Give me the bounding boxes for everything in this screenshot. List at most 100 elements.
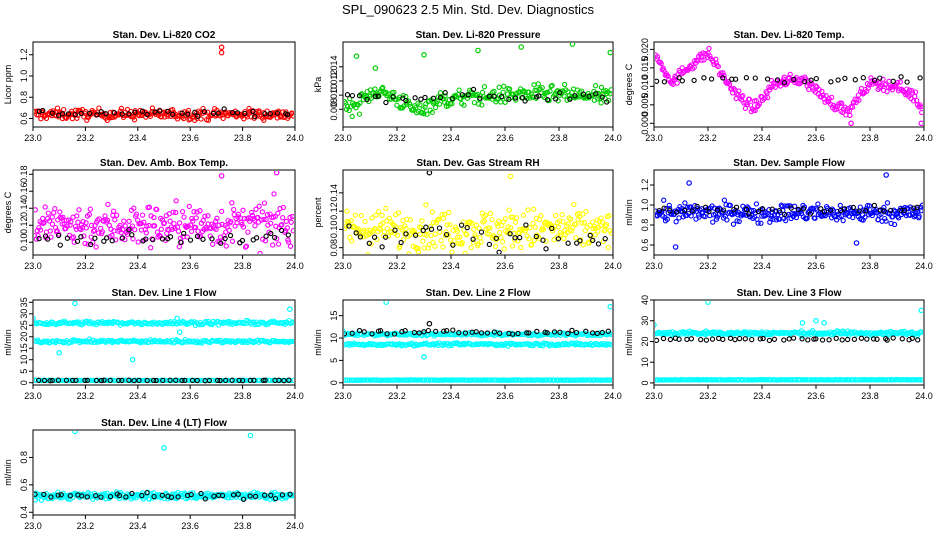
data-point	[534, 328, 540, 335]
data-point	[844, 336, 851, 343]
data-point	[411, 228, 417, 234]
data-point	[759, 206, 766, 212]
data-point	[501, 83, 507, 89]
data-point	[168, 494, 175, 500]
data-point	[380, 84, 386, 91]
data-point	[560, 219, 566, 225]
y-axis-label: ml/min	[3, 329, 13, 356]
data-point	[239, 320, 246, 326]
x-tick-label: 23.2	[699, 391, 717, 401]
data-point	[364, 96, 370, 103]
data-point	[49, 214, 55, 220]
outlier-point	[518, 44, 525, 50]
data-point	[515, 330, 521, 337]
data-point	[165, 377, 171, 384]
data-point	[143, 236, 149, 242]
x-tick-label: 23.2	[77, 521, 95, 531]
data-point	[477, 93, 483, 99]
data-point	[242, 244, 249, 250]
data-point	[90, 228, 97, 234]
data-point	[74, 238, 81, 244]
data-point	[188, 491, 194, 498]
data-point	[506, 230, 512, 236]
data-point	[577, 213, 583, 220]
data-point	[586, 240, 592, 246]
data-point	[727, 202, 733, 209]
data-point	[349, 238, 355, 244]
data-point	[736, 218, 742, 225]
data-point	[852, 77, 858, 83]
data-point	[82, 240, 88, 247]
data-point	[176, 113, 183, 119]
data-point	[139, 212, 146, 218]
data-point	[871, 202, 878, 209]
data-point	[531, 206, 537, 212]
data-point	[132, 109, 138, 115]
data-point	[538, 213, 544, 219]
data-point	[572, 93, 578, 99]
outlier-point	[569, 43, 576, 47]
outlier-point	[161, 444, 167, 451]
data-point	[249, 212, 256, 219]
data-point	[837, 202, 843, 209]
data-point	[495, 218, 502, 224]
data-point	[210, 377, 216, 384]
data-point	[691, 77, 697, 84]
data-point	[263, 233, 269, 239]
data-point	[483, 212, 489, 218]
data-point	[743, 206, 750, 212]
data-point	[447, 237, 454, 243]
data-point	[245, 229, 251, 235]
data-point	[392, 227, 398, 233]
data-point	[508, 224, 514, 231]
data-point	[860, 75, 866, 81]
data-point	[279, 221, 285, 228]
data-point	[194, 209, 200, 215]
chart-title: Stan. Dev. Line 4 (LT) Flow	[101, 418, 227, 429]
x-tick-label: 23.4	[129, 391, 147, 401]
data-point	[694, 203, 700, 210]
data-point	[833, 335, 839, 342]
data-point	[258, 217, 265, 223]
data-point	[458, 222, 465, 228]
data-point	[716, 335, 722, 342]
x-tick-label: 23.0	[334, 133, 352, 143]
data-point	[676, 75, 682, 81]
data-point	[561, 81, 568, 88]
data-point	[375, 209, 382, 215]
y-tick-label: 0	[329, 380, 339, 385]
data-point	[739, 94, 745, 100]
data-point	[470, 86, 477, 93]
data-point	[70, 377, 76, 384]
data-point	[192, 224, 199, 231]
data-point	[96, 105, 102, 111]
x-tick-label: 23.2	[77, 391, 95, 401]
data-point	[80, 218, 86, 225]
data-point	[870, 336, 877, 342]
data-point	[123, 339, 129, 345]
data-point	[247, 218, 253, 224]
data-point	[502, 216, 508, 222]
x-tick-label: 23.0	[24, 521, 42, 531]
data-point	[146, 204, 153, 210]
data-point	[240, 207, 246, 213]
data-point	[571, 201, 577, 208]
data-points	[655, 172, 923, 250]
chart-panel: Stan. Dev. Line 2 Flow 23.0 23.2 23.4 23.6 23…	[313, 288, 622, 401]
data-point	[665, 73, 671, 79]
data-point	[223, 243, 229, 249]
outlier-point	[72, 431, 78, 435]
data-point	[252, 113, 258, 120]
data-point	[110, 208, 117, 214]
data-point	[531, 237, 537, 244]
data-point	[493, 235, 499, 241]
data-point	[67, 493, 73, 499]
data-point	[290, 338, 294, 345]
data-point	[823, 93, 829, 99]
data-point	[790, 335, 797, 341]
plot-frame	[342, 41, 614, 128]
data-point	[897, 79, 903, 85]
data-point	[890, 214, 896, 220]
data-point	[260, 236, 266, 242]
data-point	[437, 229, 443, 235]
